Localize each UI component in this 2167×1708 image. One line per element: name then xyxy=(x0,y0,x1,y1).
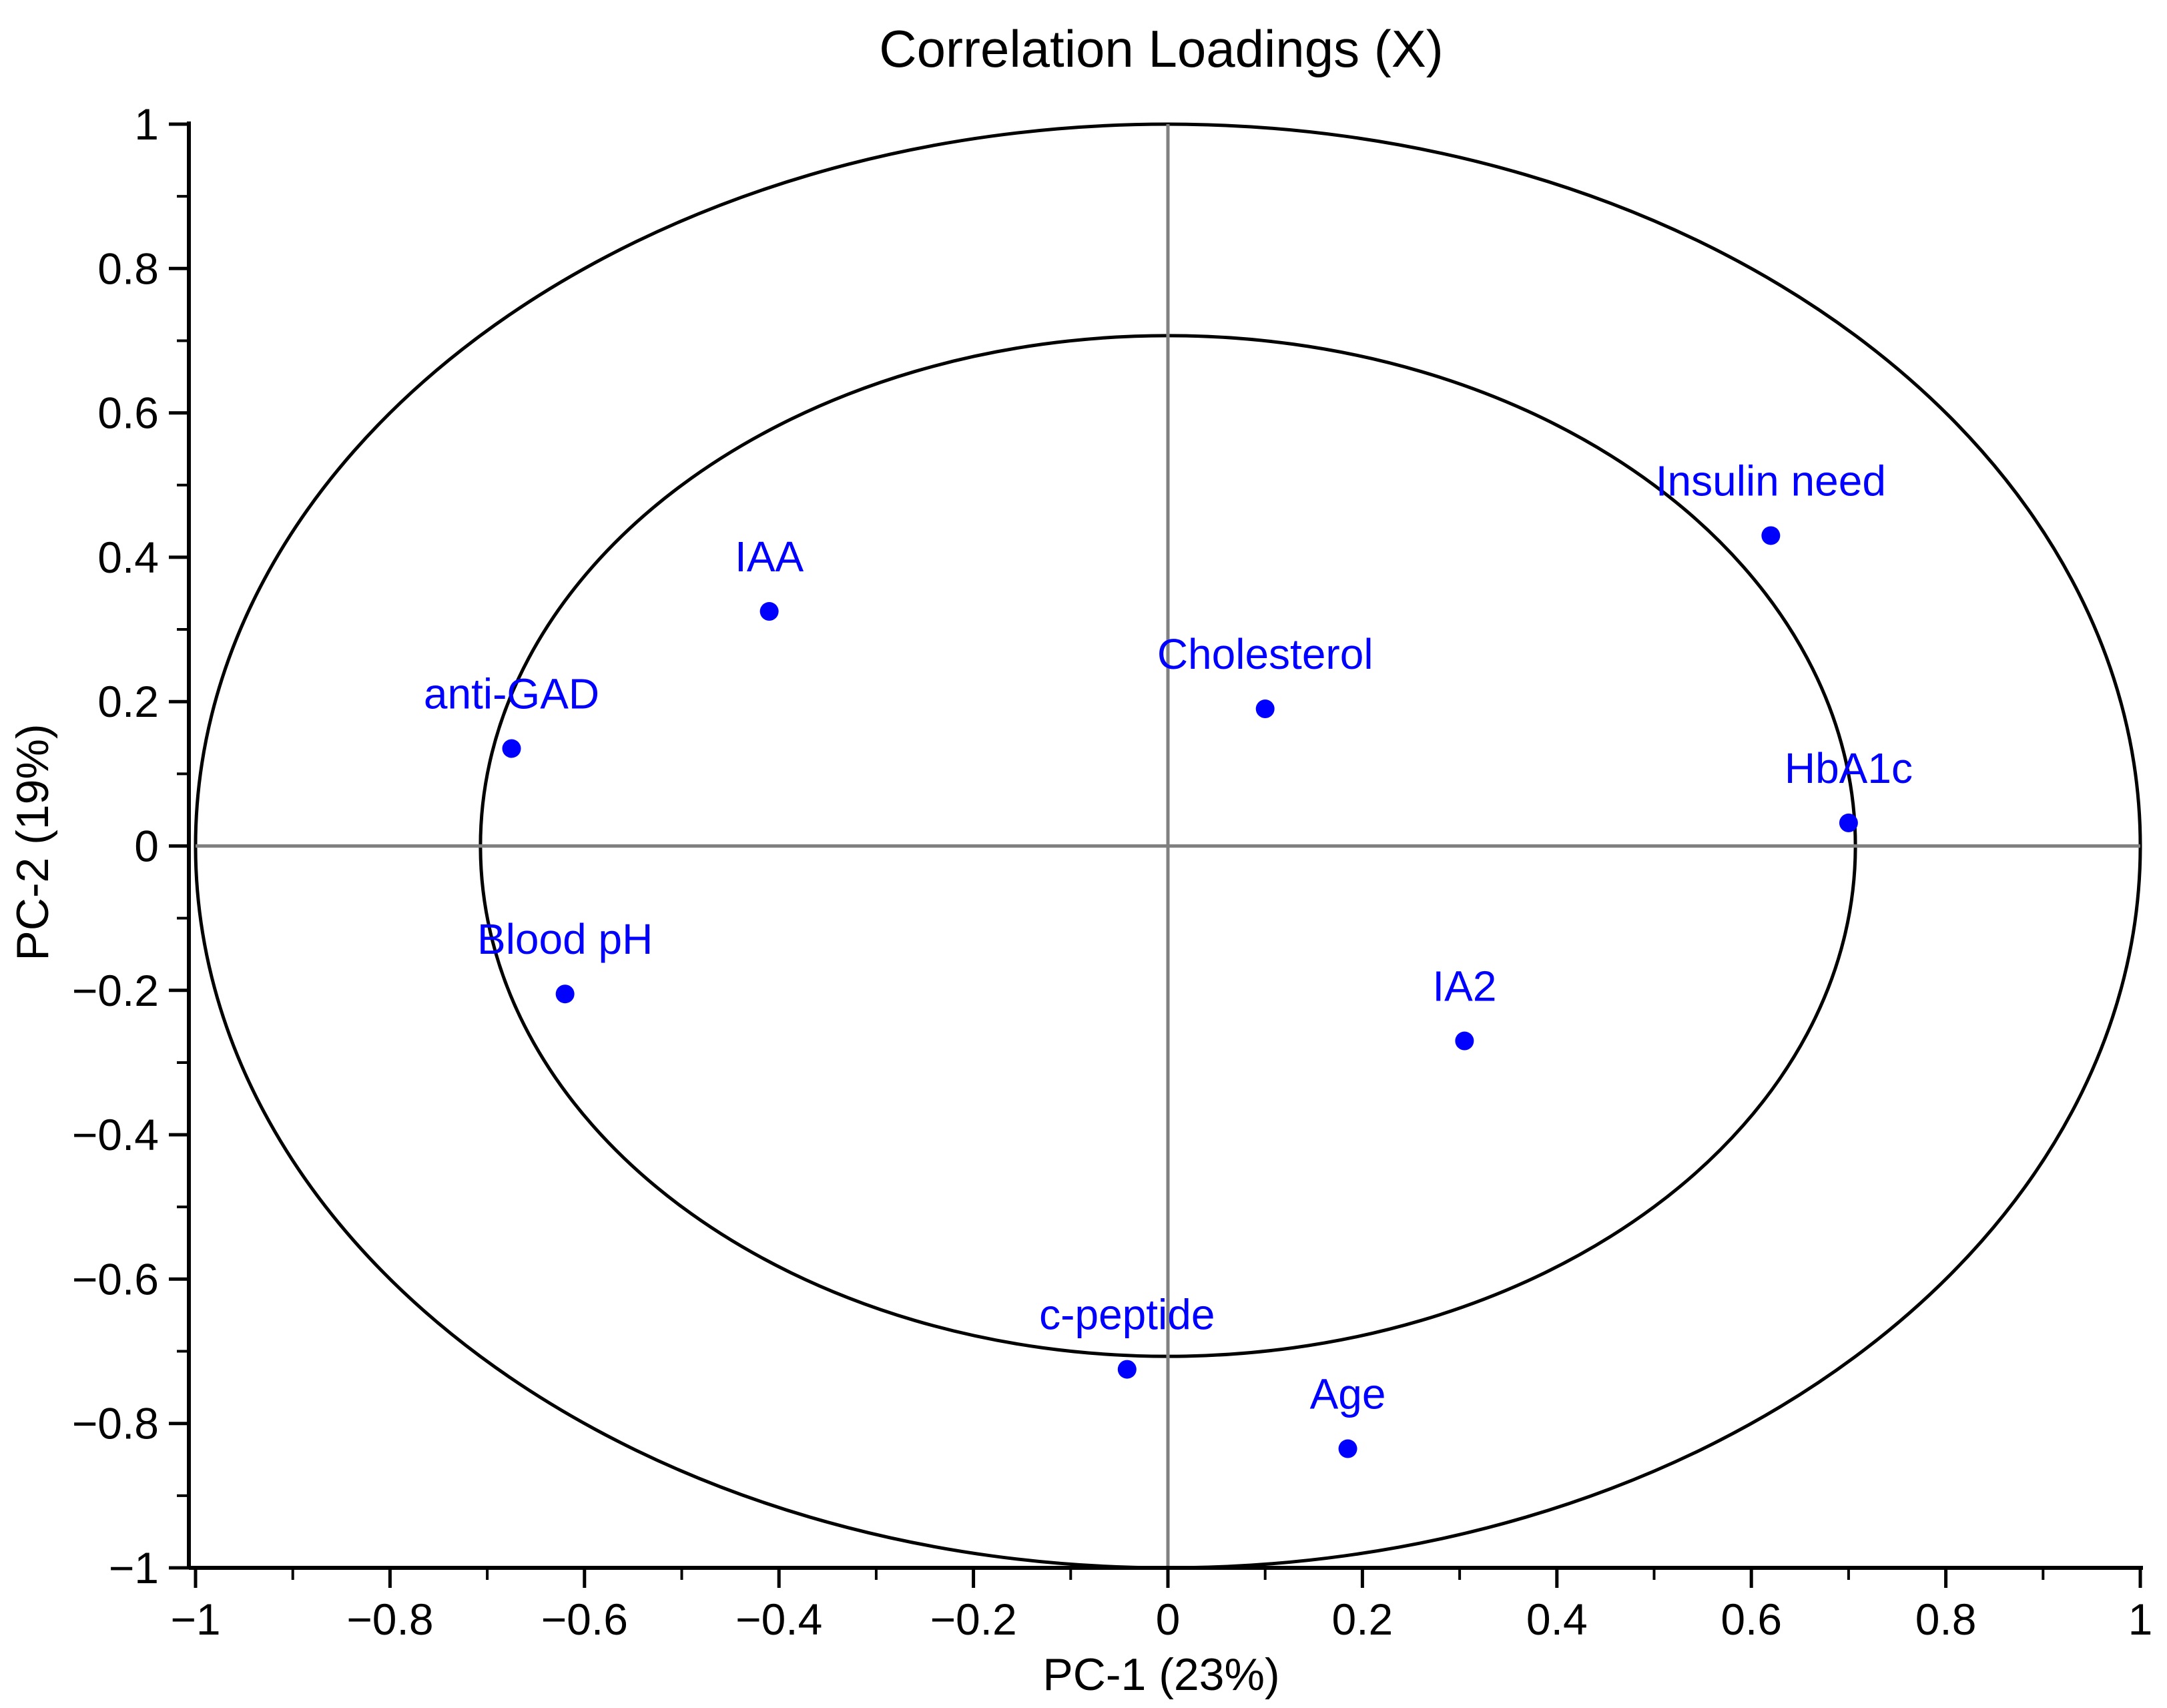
y-tick-label: 0 xyxy=(134,822,159,871)
data-point xyxy=(555,984,575,1004)
x-tick-label: −1 xyxy=(170,1595,220,1644)
x-tick-label: −0.8 xyxy=(346,1595,433,1644)
y-tick-label: 0.8 xyxy=(97,244,159,293)
point-label: HbA1c xyxy=(1785,744,1913,792)
point-label: Cholesterol xyxy=(1157,630,1373,678)
data-point xyxy=(1338,1439,1357,1458)
point-label: IAA xyxy=(735,533,804,581)
data-point xyxy=(1839,813,1858,832)
plot-area: −1 −0.8 −0.6 −0.4 −0.2 0 0.2 0.4 0.6 0.8 1 1 0.8 0.6 0… xyxy=(72,99,2153,1644)
point-label: anti-GAD xyxy=(424,669,599,718)
x-tick-label: 0.2 xyxy=(1332,1595,1394,1644)
y-tick-label: 0.4 xyxy=(97,533,159,582)
x-tick-label: 1 xyxy=(2128,1595,2153,1644)
y-tick-label: 0.2 xyxy=(97,677,159,726)
data-point xyxy=(1761,526,1781,545)
x-axis-title: PC-1 (23%) xyxy=(1042,1649,1279,1700)
point-label: IA2 xyxy=(1432,962,1496,1011)
x-tick-label: 0.4 xyxy=(1526,1595,1588,1644)
data-point xyxy=(502,739,521,758)
y-tick-label: 1 xyxy=(134,99,159,149)
x-tick-label: −0.6 xyxy=(541,1595,628,1644)
chart-title: Correlation Loadings (X) xyxy=(879,19,1443,78)
x-tick-label: −0.4 xyxy=(735,1595,822,1644)
data-point xyxy=(1117,1360,1137,1379)
y-tick-label: −1 xyxy=(109,1543,159,1593)
data-point xyxy=(1455,1031,1474,1051)
data-point xyxy=(1255,699,1275,719)
point-label: Insulin need xyxy=(1656,457,1886,505)
data-point xyxy=(759,602,779,621)
y-tick-label: −0.6 xyxy=(72,1254,159,1304)
y-tick-label: 0.6 xyxy=(97,388,159,438)
y-axis-title: PC-2 (19%) xyxy=(7,724,58,960)
point-label: c-peptide xyxy=(1039,1291,1215,1339)
x-tick-label: 0.6 xyxy=(1721,1595,1782,1644)
x-tick-label: 0.8 xyxy=(1915,1595,1977,1644)
y-tick-label: −0.8 xyxy=(72,1399,159,1448)
y-tick-label: −0.2 xyxy=(72,966,159,1015)
point-label: Age xyxy=(1310,1370,1386,1418)
x-tick-label: −0.2 xyxy=(930,1595,1016,1644)
y-tick-label: −0.4 xyxy=(72,1110,159,1159)
x-tick-label: 0 xyxy=(1156,1595,1181,1644)
point-label: Blood pH xyxy=(477,915,653,963)
